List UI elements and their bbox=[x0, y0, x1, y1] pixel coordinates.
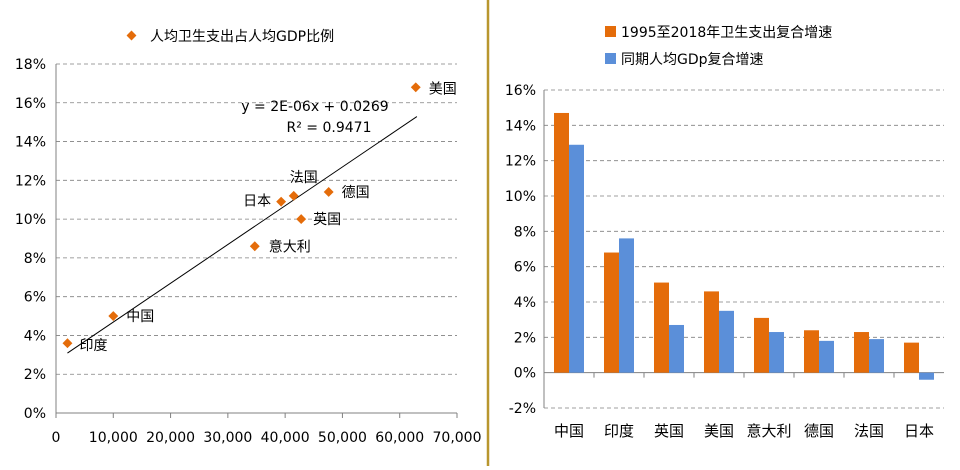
bar-legend-swatch-series-1 bbox=[605, 26, 616, 37]
bar-1 bbox=[554, 112, 569, 373]
bar-2 bbox=[869, 339, 884, 373]
scatter-y-tick-label: 14% bbox=[15, 135, 46, 151]
scatter-point-label: 美国 bbox=[429, 81, 457, 97]
scatter-x-tick-label: 60,000 bbox=[375, 430, 424, 446]
scatter-point-label: 中国 bbox=[126, 309, 154, 325]
scatter-y-tick-labels: 0% 2% 4% 6% 8% 10% 12% 14% 16% 18% bbox=[15, 57, 46, 422]
scatter-point bbox=[288, 190, 299, 201]
trendline-equation: y = 2E-06x + 0.0269 bbox=[241, 99, 388, 115]
scatter-x-tick-label: 70,000 bbox=[433, 430, 482, 446]
bar-2 bbox=[769, 332, 784, 373]
scatter-x-tick-labels: 0 10,000 20,000 30,000 40,000 50,000 60,000 70,… bbox=[52, 430, 482, 446]
scatter-point bbox=[323, 187, 334, 197]
bar-y-tick-label: 12% bbox=[505, 154, 536, 170]
scatter-point bbox=[62, 338, 73, 349]
scatter-chart: 0% 2% 4% 6% 8% 10% 12% 14% 16% 18% 0 10,000 20,000 3… bbox=[15, 29, 482, 446]
scatter-y-tick-label: 0% bbox=[24, 406, 46, 422]
scatter-point bbox=[249, 241, 260, 252]
scatter-point-label: 日本 bbox=[243, 194, 271, 210]
bar-y-tick-label: 0% bbox=[514, 366, 536, 382]
scatter-x-tick-label: 20,000 bbox=[146, 430, 195, 446]
bar-y-tick-label: 6% bbox=[514, 260, 536, 276]
bar-y-tick-label: 14% bbox=[505, 118, 536, 134]
bar-1 bbox=[854, 332, 869, 373]
bar-legend-label-series-1: 1995至2018年卫生支出复合增速 bbox=[621, 24, 832, 41]
scatter-x-tick-label: 0 bbox=[52, 430, 61, 446]
bar-y-tick-labels: -2% 0% 2% 4% 6% 8% 10% 12% 14% 16% bbox=[505, 83, 536, 417]
bar-1 bbox=[604, 252, 619, 373]
bar-1 bbox=[654, 282, 669, 373]
scatter-y-tick-label: 16% bbox=[15, 96, 46, 112]
bar-category-label: 英国 bbox=[654, 422, 684, 440]
scatter-x-tick-label: 50,000 bbox=[318, 430, 367, 446]
bar-category-label: 意大利 bbox=[746, 422, 791, 440]
bar-legend-label-series-2: 同期人均GDp复合增速 bbox=[621, 51, 764, 68]
bar-y-tick-label: 10% bbox=[505, 189, 536, 205]
bar-2 bbox=[569, 144, 584, 373]
bar-legend-swatch-series-2 bbox=[605, 53, 616, 64]
scatter-point-label: 意大利 bbox=[269, 238, 311, 255]
scatter-x-tick-label: 30,000 bbox=[203, 430, 252, 446]
bar-y-tick-label: -2% bbox=[509, 401, 536, 417]
scatter-x-tick-label: 40,000 bbox=[261, 430, 310, 446]
scatter-y-tick-label: 18% bbox=[15, 57, 46, 73]
trendline bbox=[67, 116, 418, 354]
trendline-r-squared: R² = 0.9471 bbox=[287, 120, 372, 136]
bar-y-tick-label: 16% bbox=[505, 83, 536, 99]
scatter-point bbox=[410, 82, 421, 93]
scatter-y-tick-label: 10% bbox=[15, 212, 46, 228]
bar-y-tick-label: 8% bbox=[514, 224, 536, 240]
scatter-x-tick-label: 10,000 bbox=[89, 430, 138, 446]
bar-y-tick-label: 4% bbox=[514, 295, 536, 311]
bar-1 bbox=[754, 317, 769, 373]
bar-chart: -2% 0% 2% 4% 6% 8% 10% 12% 14% 16% 中国 印度 英国 美国 意大利 德国 法… bbox=[505, 24, 944, 440]
bar-category-labels: 中国 印度 英国 美国 意大利 德国 法国 日本 bbox=[554, 422, 934, 440]
scatter-point-label: 德国 bbox=[342, 185, 370, 201]
scatter-y-tick-label: 12% bbox=[15, 173, 46, 189]
scatter-legend: 人均卫生支出占人均GDP比例 bbox=[126, 29, 334, 45]
bar-y-tick-label: 2% bbox=[514, 330, 536, 346]
scatter-axes bbox=[55, 64, 458, 418]
bar-2 bbox=[819, 340, 834, 373]
scatter-gridlines bbox=[56, 63, 457, 375]
scatter-y-tick-label: 4% bbox=[24, 328, 46, 344]
bar-category-label: 印度 bbox=[604, 422, 634, 440]
bar-category-label: 美国 bbox=[704, 422, 734, 440]
bar-series bbox=[554, 112, 934, 380]
bar-1 bbox=[904, 342, 919, 373]
scatter-y-tick-label: 6% bbox=[24, 290, 46, 306]
scatter-y-tick-label: 8% bbox=[24, 251, 46, 267]
bar-2 bbox=[669, 324, 684, 373]
scatter-y-tick-label: 2% bbox=[24, 367, 46, 383]
scatter-point-label: 英国 bbox=[313, 211, 341, 228]
bar-2 bbox=[919, 372, 934, 380]
bar-category-label: 日本 bbox=[904, 422, 934, 440]
scatter-legend-label: 人均卫生支出占人均GDP比例 bbox=[150, 29, 334, 45]
bar-2 bbox=[719, 310, 734, 373]
bar-category-label: 中国 bbox=[554, 422, 584, 440]
bar-legend: 1995至2018年卫生支出复合增速 同期人均GDp复合增速 bbox=[605, 24, 832, 68]
bar-category-label: 德国 bbox=[804, 422, 834, 440]
bar-1 bbox=[704, 291, 719, 373]
bar-2 bbox=[619, 238, 634, 373]
scatter-point-label: 法国 bbox=[290, 170, 318, 186]
bar-category-label: 法国 bbox=[854, 422, 884, 440]
scatter-point bbox=[276, 196, 287, 207]
scatter-legend-marker bbox=[126, 30, 137, 41]
scatter-point-label: 印度 bbox=[79, 338, 107, 354]
scatter-point bbox=[296, 214, 307, 225]
bar-1 bbox=[804, 330, 819, 373]
